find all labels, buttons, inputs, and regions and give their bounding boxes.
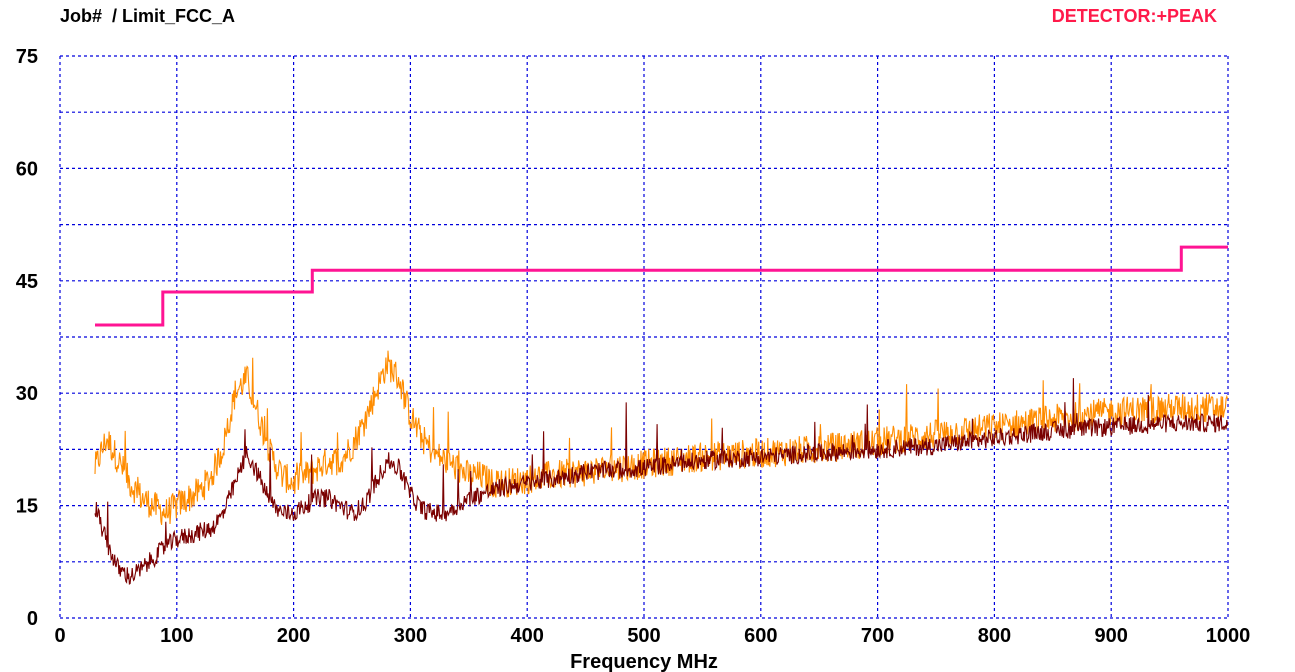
x-tick-label: 900: [1095, 625, 1128, 647]
y-tick-label: 15: [16, 496, 38, 518]
x-axis-label: Frequency MHz: [570, 651, 718, 672]
x-tick-label: 0: [54, 625, 65, 647]
x-tick-label: 1000: [1206, 625, 1251, 647]
chart-title: Job# / Limit_FCC_A: [60, 6, 236, 26]
x-tick-label: 200: [277, 625, 310, 647]
detector-label: DETECTOR:+PEAK: [1051, 6, 1217, 26]
y-tick-label: 60: [16, 158, 38, 180]
trace-line: [94, 378, 1229, 585]
y-tick-label: 0: [27, 608, 38, 630]
x-tick-label: 700: [861, 625, 894, 647]
x-tick-label: 100: [160, 625, 193, 647]
y-tick-label: 30: [16, 383, 38, 405]
x-tick-label: 500: [627, 625, 660, 647]
y-tick-label: 75: [16, 46, 38, 68]
y-tick-label: 45: [16, 271, 38, 293]
trace-line: [94, 350, 1229, 526]
x-tick-label: 300: [394, 625, 427, 647]
limit-line: [95, 245, 1228, 327]
x-tick-label: 800: [978, 625, 1011, 647]
x-tick-label: 600: [744, 625, 777, 647]
x-tick-label: 400: [511, 625, 544, 647]
